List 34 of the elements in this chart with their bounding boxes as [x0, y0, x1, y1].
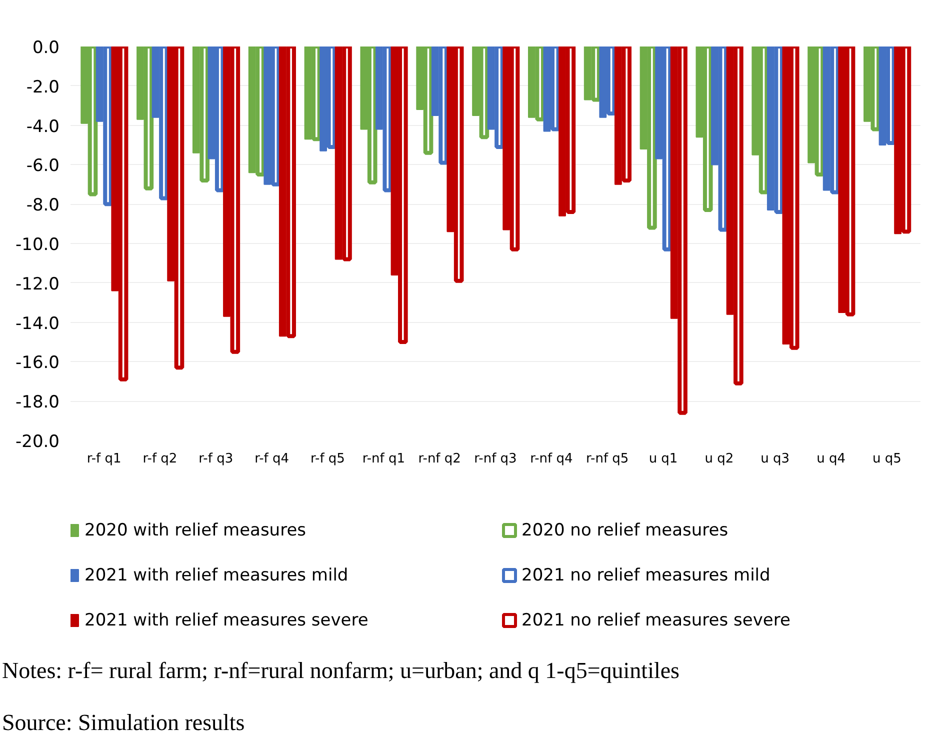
y-tick-label: -4.0 — [26, 116, 60, 137]
y-tick-label: -8.0 — [26, 196, 60, 216]
x-tick-label: r-nf q3 — [474, 452, 517, 466]
text: Notes: r-f= rural farm; r-nf=rural nonfarm; u=urban; and q 1-q5=quintiles — [2, 657, 680, 685]
x-tick-label: u q1 — [648, 452, 678, 466]
y-tick-label: -10.0 — [16, 235, 60, 255]
x-tick-label: r-f q1 — [86, 452, 122, 466]
legend-label: 2021 no relief measures severe — [522, 610, 790, 630]
x-tick-label: r-nf q1 — [362, 452, 406, 466]
x-tick-label: r-nf q5 — [586, 452, 629, 466]
x-tick-label: r-nf q2 — [418, 452, 461, 466]
x-tick-label: u q3 — [760, 452, 790, 466]
y-tick-label: -2.0 — [26, 77, 60, 98]
x-tick-label: u q5 — [872, 452, 902, 466]
y-tick-label: -14.0 — [16, 314, 60, 334]
x-tick-label: u q4 — [816, 452, 846, 466]
y-tick-label: -6.0 — [26, 156, 60, 176]
legend-label: 2021 with relief measures severe — [84, 610, 368, 630]
x-tick-label: r-f q2 — [142, 452, 178, 466]
x-tick-label: u q2 — [704, 452, 734, 466]
y-tick-label: -20.0 — [16, 432, 60, 452]
y-tick-label: 0.0 — [32, 38, 60, 58]
legend-label: 2020 no relief measures — [522, 520, 728, 540]
source-note: Source: Simulation results — [2, 709, 245, 737]
legend-label: 2020 with relief measures — [84, 520, 306, 540]
legend-label: 2021 with relief measures mild — [84, 566, 348, 586]
y-tick-label: -16.0 — [16, 353, 60, 374]
x-tick-label: r-f q4 — [254, 452, 290, 466]
legend-label: 2021 no relief measures mild — [522, 566, 770, 586]
x-tick-label: r-f q5 — [310, 452, 345, 466]
x-tick-label: r-nf q4 — [530, 452, 573, 466]
x-tick-label: r-f q3 — [198, 452, 234, 466]
y-tick-label: -12.0 — [16, 274, 60, 294]
y-tick-label: -18.0 — [16, 392, 60, 413]
